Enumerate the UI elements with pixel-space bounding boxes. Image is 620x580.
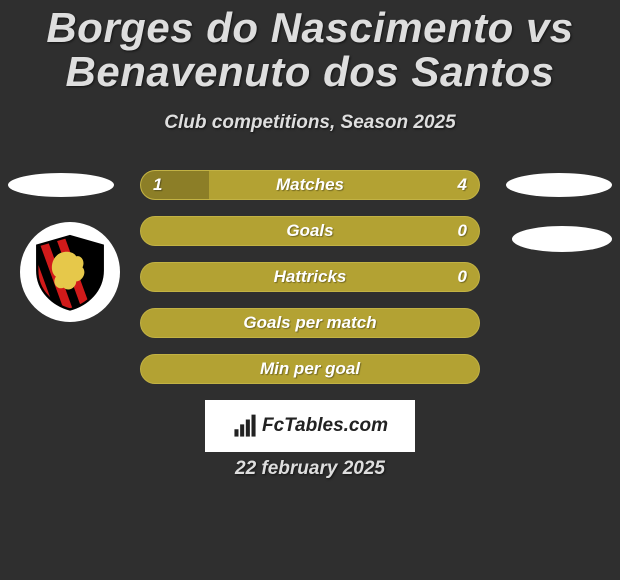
stat-row: Goals0: [0, 216, 620, 246]
stat-bar: Min per goal: [140, 354, 480, 384]
stat-value-right: 0: [458, 221, 467, 241]
stat-label: Min per goal: [141, 359, 479, 379]
page-subtitle: Club competitions, Season 2025: [0, 112, 620, 134]
source-logo-text: FcTables.com: [262, 415, 388, 437]
bar-chart-icon: [232, 413, 258, 439]
stat-label: Goals: [141, 221, 479, 241]
source-logo: FcTables.com: [205, 400, 415, 452]
stat-row: Goals per match: [0, 308, 620, 338]
stat-bar: Goals0: [140, 216, 480, 246]
footer-date: 22 february 2025: [0, 458, 620, 480]
stat-bar: Goals per match: [140, 308, 480, 338]
stat-row: Min per goal: [0, 354, 620, 384]
stat-label: Matches: [141, 175, 479, 195]
stats-rows: Matches14Goals0Hattricks0Goals per match…: [0, 170, 620, 400]
stat-row: Hattricks0: [0, 262, 620, 292]
stat-label: Hattricks: [141, 267, 479, 287]
page-title: Borges do Nascimento vs Benavenuto dos S…: [0, 0, 620, 94]
stat-value-right: 4: [458, 175, 467, 195]
stat-value-right: 0: [458, 267, 467, 287]
stat-value-left: 1: [153, 175, 162, 195]
stat-bar: Matches1 4: [140, 170, 480, 200]
stat-bar: Hattricks0: [140, 262, 480, 292]
stat-label: Goals per match: [141, 313, 479, 333]
stat-row: Matches1 4: [0, 170, 620, 200]
